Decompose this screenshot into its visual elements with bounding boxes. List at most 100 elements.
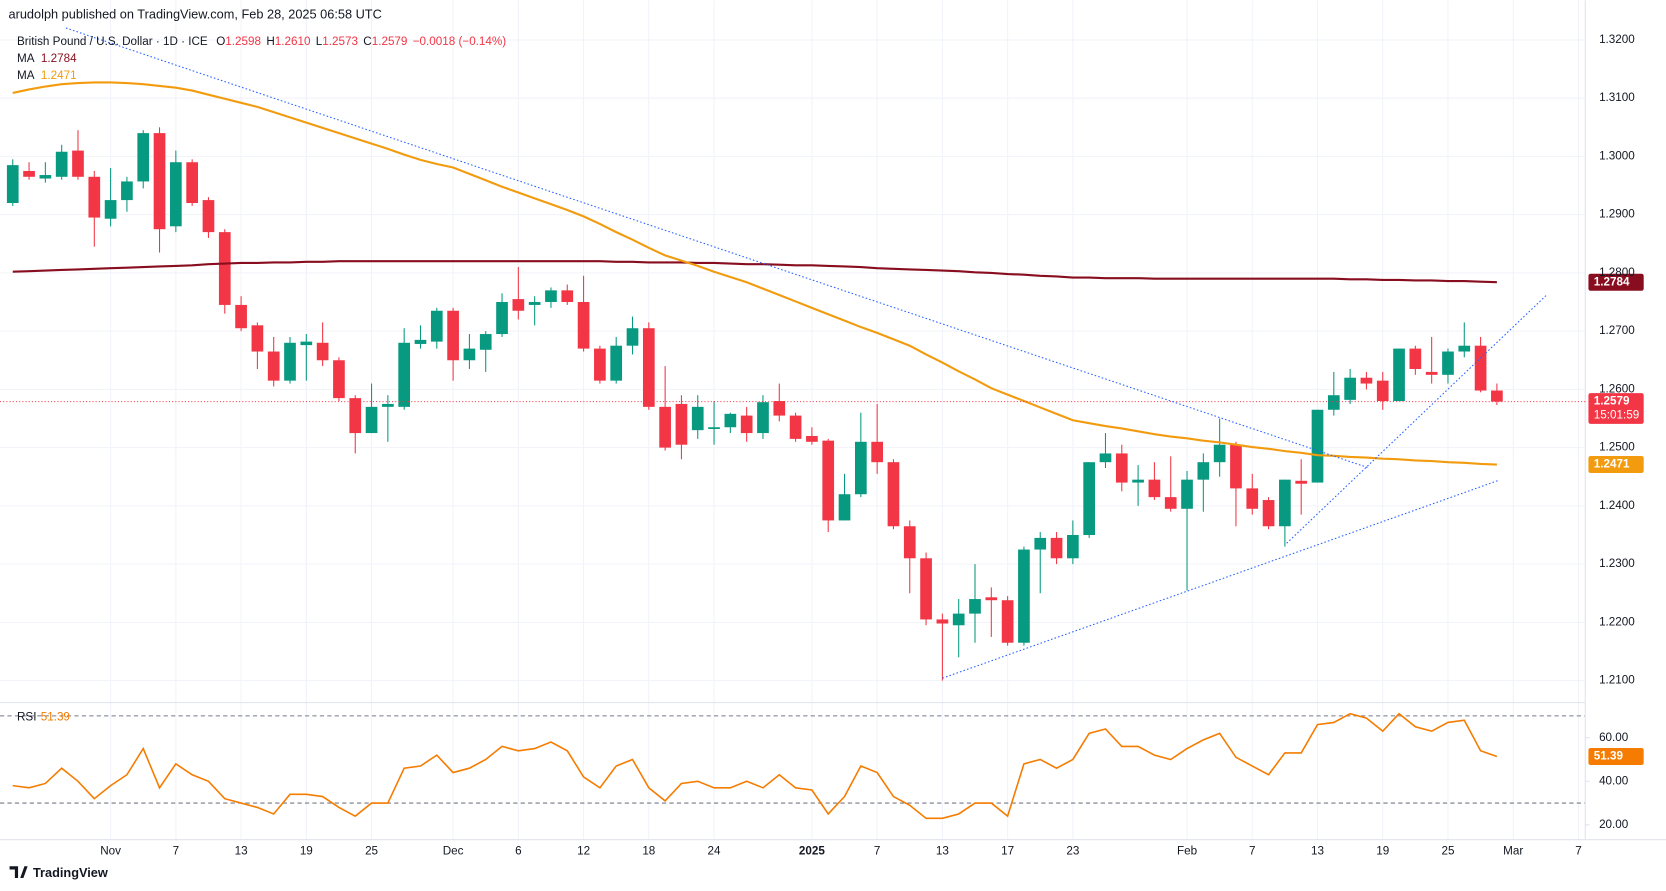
candle-body	[1083, 462, 1096, 535]
candle-body	[1474, 345, 1487, 391]
candle-body	[1327, 395, 1340, 410]
y-tick-label: 20.00	[1599, 818, 1629, 831]
candle-body	[1393, 348, 1405, 402]
y-tick-label: 1.2400	[1599, 499, 1635, 512]
trend-line	[65, 27, 1369, 469]
candle-body	[708, 427, 720, 429]
candle-body	[300, 341, 313, 346]
ohlc-key: H	[266, 35, 274, 48]
rsi-badge: 51.39	[1594, 750, 1624, 763]
ma-price-badge: 1.2784	[1594, 275, 1630, 288]
candle-body	[1491, 390, 1503, 402]
ohlc-key: L	[316, 35, 323, 48]
candle-body	[463, 348, 476, 361]
y-tick-label: 1.2900	[1599, 208, 1635, 221]
candle-body	[398, 342, 411, 407]
last-price-badge: 1.2579	[1594, 395, 1630, 408]
candle-body	[1425, 371, 1438, 375]
candle-body	[920, 558, 932, 620]
candle-body	[871, 441, 883, 463]
x-tick-label: 17	[1001, 844, 1014, 857]
candle-body	[642, 328, 655, 407]
ohlc-value: 1.2610	[275, 35, 311, 48]
y-tick-label: 1.2800	[1599, 266, 1635, 279]
ma-legend-value: 1.2784	[41, 52, 77, 65]
symbol-legend: British Pound / U.S. Dollar · 1D · ICE O1…	[17, 35, 506, 48]
candle-body	[55, 151, 68, 177]
candle-body	[1279, 479, 1291, 527]
x-tick-label: 25	[1441, 844, 1454, 857]
candle-body	[479, 334, 492, 350]
x-tick-label: 13	[235, 844, 248, 857]
candle-body	[789, 415, 802, 439]
y-tick-label: 1.3000	[1599, 149, 1635, 162]
candle-body	[496, 302, 508, 335]
y-tick-label: 1.2500	[1599, 441, 1635, 454]
x-tick-label: 19	[1376, 844, 1389, 857]
ma-legend-value: 1.2471	[41, 69, 77, 82]
price-change: −0.0018 (−0.14%)	[413, 35, 507, 48]
candle-body	[6, 165, 19, 203]
candle-body	[675, 403, 688, 445]
candle-body	[1376, 380, 1389, 402]
rsi-line	[12, 712, 1498, 820]
ma-price-badge-bg	[1588, 273, 1644, 291]
candle-body	[1115, 453, 1128, 483]
ohlc-key: C	[363, 35, 371, 48]
moving-average-line	[12, 260, 1497, 284]
candle-body	[153, 133, 166, 230]
y-tick-label: 1.2100	[1599, 674, 1635, 687]
candle-body	[1409, 348, 1422, 369]
y-tick-label: 1.3100	[1599, 91, 1635, 104]
ohlc-key: O	[216, 35, 225, 48]
candle-body	[1197, 462, 1210, 480]
x-tick-label: 2025	[799, 844, 825, 857]
y-tick-label: 1.2200	[1599, 615, 1635, 628]
x-tick-label: 13	[936, 844, 949, 857]
y-tick-label: 1.2300	[1599, 557, 1635, 570]
x-tick-label: 24	[708, 844, 721, 857]
ohlc-value: 1.2598	[225, 35, 261, 48]
x-tick-label: 7	[1575, 844, 1582, 857]
ma-price-badge-bg	[1588, 456, 1644, 474]
y-tick-label: 40.00	[1599, 774, 1629, 787]
candle-body	[806, 435, 818, 442]
candle-body	[333, 360, 345, 399]
candle-body	[1442, 351, 1454, 375]
logo-icon	[9, 866, 28, 878]
candle-body	[186, 162, 198, 203]
candle-body	[137, 133, 150, 182]
y-tick-label: 60.00	[1599, 731, 1629, 744]
candle-body	[1344, 377, 1356, 400]
candle-body	[72, 150, 84, 177]
x-tick-label: 23	[1066, 844, 1079, 857]
candle-body	[1295, 480, 1308, 484]
candle-body	[1230, 444, 1242, 489]
ma-price-badge: 1.2471	[1594, 458, 1630, 471]
ma-legend-name: MA	[17, 69, 35, 82]
rsi-legend: RSI 51.39	[17, 711, 70, 724]
candle-body	[267, 351, 280, 381]
candle-body	[1001, 600, 1014, 643]
candle-body	[414, 339, 427, 344]
rsi-legend-name: RSI	[17, 711, 36, 724]
moving-average-line	[12, 81, 1497, 466]
candle-body	[365, 406, 378, 434]
candle-body	[545, 290, 557, 303]
candle-body	[1067, 534, 1079, 559]
ohlc-value: 1.2573	[322, 35, 358, 48]
candle-body	[218, 232, 231, 305]
candle-body	[610, 345, 623, 381]
candle-body	[887, 462, 900, 527]
candle-body	[691, 406, 704, 431]
candle-body	[952, 613, 965, 626]
candle-body	[903, 526, 916, 559]
candle-body	[822, 440, 835, 521]
candle-body	[757, 402, 769, 434]
trend-line	[1286, 294, 1548, 544]
candle-body	[23, 170, 35, 177]
candle-body	[512, 299, 525, 311]
rsi-badge-bg	[1588, 747, 1644, 765]
